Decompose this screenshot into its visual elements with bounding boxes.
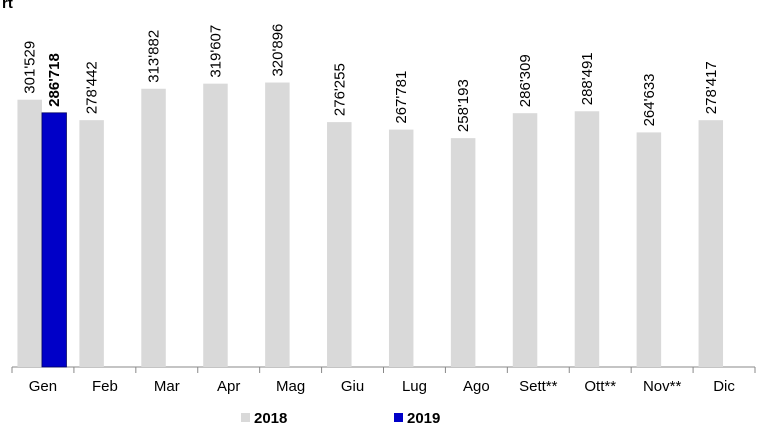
- bar: [141, 88, 166, 367]
- bar: [698, 120, 724, 367]
- bar: [450, 138, 476, 367]
- bar: [388, 129, 414, 367]
- bar: [574, 111, 600, 367]
- x-tick-label: Mar: [154, 378, 180, 395]
- value-label: 264'633: [641, 73, 658, 126]
- value-label: 320'896: [269, 24, 286, 77]
- x-tick-label: Sett**: [519, 378, 558, 395]
- value-label: 286'309: [517, 54, 534, 107]
- legend-swatch: [241, 413, 250, 422]
- bar: [265, 82, 290, 367]
- legend-swatch: [394, 413, 403, 422]
- x-tick-label: Apr: [217, 378, 240, 395]
- bar: [203, 83, 228, 368]
- bar: [512, 113, 538, 368]
- bar: [41, 112, 67, 368]
- x-tick-label: Lug: [402, 378, 427, 395]
- value-label: 258'193: [455, 79, 472, 132]
- value-label: 313'882: [146, 30, 163, 83]
- x-tick-label: Dic: [713, 378, 735, 395]
- x-tick-label: Ott**: [584, 378, 616, 395]
- x-tick-label: Ago: [463, 378, 490, 395]
- value-label: 278'417: [703, 61, 720, 114]
- x-tick-label: Mag: [276, 378, 305, 395]
- value-label: 288'491: [579, 52, 596, 105]
- legend-label: 2018: [254, 410, 287, 427]
- x-tick-label: Nov**: [643, 378, 682, 395]
- legend-label: 2019: [407, 410, 440, 427]
- value-label: 301'529: [22, 41, 39, 94]
- x-tick-label: Feb: [92, 378, 118, 395]
- x-tick-label: Gen: [29, 378, 57, 395]
- value-label: 278'442: [84, 61, 101, 114]
- value-label: 267'781: [393, 71, 410, 124]
- value-label: 276'255: [331, 63, 348, 116]
- bar: [636, 132, 662, 367]
- x-tick-label: Giu: [341, 378, 364, 395]
- value-label: 319'607: [207, 25, 224, 78]
- bar: [327, 122, 352, 367]
- chart-title: rt: [2, 0, 13, 12]
- value-label: 286'718: [46, 53, 63, 107]
- bar: [17, 99, 42, 368]
- bar: [79, 120, 104, 367]
